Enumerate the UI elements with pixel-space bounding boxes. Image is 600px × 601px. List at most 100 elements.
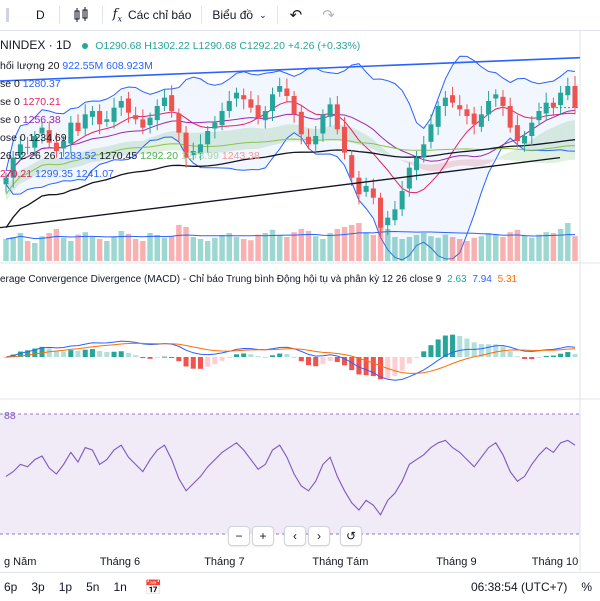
macd-histogram-bar [262,356,268,358]
candle-body [291,96,297,115]
layout-button[interactable]: Biểu đồ ⌄ [202,0,276,30]
volume-bar [60,237,67,261]
volume-bar [75,234,81,261]
volume-bar [413,235,420,261]
candle-body [154,106,160,121]
candle-body [428,124,434,142]
volume-bar [384,229,391,261]
macd-histogram-bar [241,353,247,357]
menu-icon[interactable] [0,0,22,30]
range-1m[interactable]: 1p [58,580,73,594]
macd-histogram-bar [104,352,110,357]
macd-value-2: 7.94 [472,274,492,285]
candle-body [558,92,564,106]
candle-body [406,167,412,189]
scroll-left-button[interactable]: ‹ [284,526,306,546]
zoom-out-button[interactable]: − [228,526,250,546]
candle-body [550,102,556,108]
ichimoku-cloud-segment [546,127,554,164]
ichimoku-cloud-segment [366,134,374,150]
candle-body [169,95,175,111]
ichimoku-cloud-segment [510,149,518,161]
volume-bar [356,223,362,261]
redo-icon[interactable]: ↷ [322,7,335,24]
ichimoku-cloud-segment [394,157,403,161]
macd-histogram-bar [269,355,276,357]
candle-body [241,95,247,100]
candle-body [284,88,290,96]
candle-type-icon[interactable] [60,0,102,30]
volume-bar [471,237,477,261]
volume-bar [3,239,9,261]
volume-bar [305,231,312,261]
macd-histogram-bar [25,350,31,357]
candle-body [140,119,146,128]
indicators-button[interactable]: fx Các chỉ báo [103,0,202,30]
undo-icon[interactable]: ↶ [289,7,303,24]
reset-chart-button[interactable]: ↺ [340,526,362,546]
indicator-legend-label: se 0 [0,114,23,126]
volume-bar [248,240,254,261]
ichimoku-cloud-segment [222,130,230,153]
volume-bar [176,225,182,261]
volume-bar [320,239,326,261]
candle-body [111,107,117,122]
ichimoku-cloud-segment [438,162,446,171]
chart-area[interactable]: g Năm Tháng 6 Tháng 7 Tháng Tám Tháng 9 Tháng… [0,31,600,571]
range-1d[interactable]: 1n [113,580,127,594]
x-axis-label: Tháng 7 [204,556,244,568]
candle-body [507,106,513,128]
volume-bar [572,236,578,261]
range-6m[interactable]: 6p [4,580,18,594]
candle-body [133,115,139,120]
ichimoku-cloud-segment [164,131,172,152]
indicator-legend-line: ose 0 1234.69 [0,132,67,144]
candle-body [349,155,355,178]
macd-histogram-bar [536,357,542,358]
volume-bar [183,227,189,261]
chart-canvas[interactable]: g Năm Tháng 6 Tháng 7 Tháng Tám Tháng 9 Tháng… [0,31,600,571]
candle-body [327,104,333,117]
open-value: O1290.68 [95,40,142,52]
scroll-right-button[interactable]: › [308,526,330,546]
calendar-icon[interactable]: 📅 [144,578,163,595]
ichimoku-cloud-segment [430,163,439,172]
candle-body [356,177,362,195]
volume-bar [276,235,283,261]
ichimoku-cloud-segment [445,160,453,169]
ichimoku-cloud-segment [531,134,539,164]
low-value: L1290.68 [192,40,237,52]
indicator-legend-line: 26 52 26 26 1283.52 1270.45 1292.20 1278… [0,150,260,162]
macd-histogram-bar [255,356,261,358]
trendline-lower [0,157,561,229]
zoom-in-button[interactable]: + [252,526,274,546]
ichimoku-cloud-segment [538,130,547,164]
candle-body [118,101,124,108]
macd-histogram-bar [378,357,384,380]
macd-histogram-bar [17,351,23,357]
ichimoku-cloud-segment [279,124,287,144]
indicator-legend-line: 270.21 1299.35 1241.07 [0,168,114,180]
indicator-legend-value: 1241.07 [75,168,114,180]
volume-bar [226,233,233,261]
volume-bar [327,233,333,261]
ichimoku-cloud-segment [171,130,179,151]
interval-button[interactable]: D [36,8,45,22]
volume-bar [399,239,405,261]
volume-bar [565,223,571,261]
candle-body [176,113,182,133]
percent-toggle[interactable]: % [581,580,592,594]
range-5d[interactable]: 5n [86,580,100,594]
candle-body [572,86,578,108]
candle-body [75,122,81,131]
range-3m[interactable]: 3p [31,580,45,594]
long-ma-line [5,139,576,229]
macd-histogram-bar [277,353,283,357]
candle-body [313,136,319,145]
macd-histogram-bar [205,357,211,367]
candle-body [536,111,542,121]
candle-body [450,95,456,103]
volume-bar [168,236,175,261]
macd-histogram-bar [464,338,470,357]
volume-bar [435,237,441,261]
